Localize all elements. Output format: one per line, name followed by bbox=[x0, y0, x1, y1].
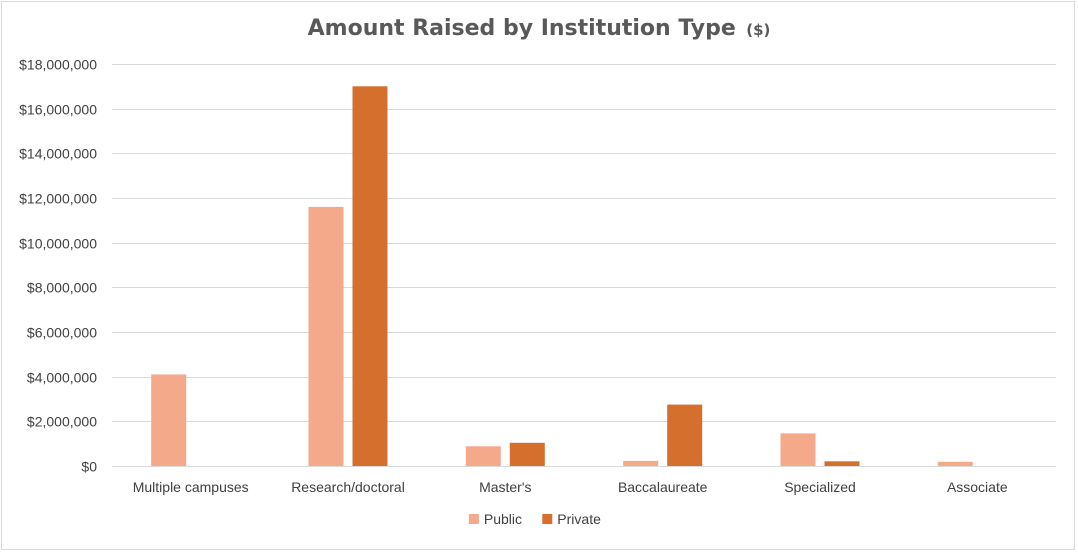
y-tick-label: $4,000,000 bbox=[27, 370, 97, 386]
y-tick-label: $10,000,000 bbox=[19, 236, 97, 252]
x-tick-label: Baccalaureate bbox=[618, 479, 708, 495]
bar-public-1 bbox=[308, 206, 344, 466]
x-tick-label: Master's bbox=[479, 479, 531, 495]
x-axis-tick-labels: Multiple campuses Research/doctoral Master… bbox=[133, 479, 1008, 495]
legend-item-public: Public bbox=[468, 511, 522, 527]
chart-title-unit: ($) bbox=[746, 21, 770, 39]
chart-title: Amount Raised by Institution Type ($) bbox=[308, 16, 771, 41]
chart-title-text: Amount Raised by Institution Type bbox=[308, 16, 736, 41]
bar-public-2 bbox=[465, 446, 501, 466]
x-tick-label: Associate bbox=[947, 479, 1008, 495]
legend-item-private: Private bbox=[542, 511, 601, 527]
bar-public-0 bbox=[151, 374, 187, 466]
bar-public-3 bbox=[623, 460, 659, 466]
gridlines bbox=[112, 64, 1056, 467]
y-tick-label: $2,000,000 bbox=[27, 414, 97, 430]
legend: Public Private bbox=[468, 511, 601, 527]
y-tick-label: $14,000,000 bbox=[19, 146, 97, 162]
y-tick-label: $18,000,000 bbox=[19, 57, 97, 73]
y-tick-label: $16,000,000 bbox=[19, 102, 97, 118]
legend-swatch bbox=[542, 514, 553, 524]
bar-public-5 bbox=[937, 461, 973, 466]
x-tick-label: Specialized bbox=[784, 479, 856, 495]
legend-swatch bbox=[468, 514, 479, 524]
y-tick-label: $12,000,000 bbox=[19, 191, 97, 207]
legend-label: Private bbox=[557, 511, 601, 527]
y-tick-label: $8,000,000 bbox=[27, 280, 97, 296]
y-tick-label: $6,000,000 bbox=[27, 325, 97, 341]
y-tick-label: $0 bbox=[81, 459, 97, 475]
x-tick-label: Multiple campuses bbox=[133, 479, 249, 495]
bar-private-4 bbox=[824, 461, 860, 466]
bars bbox=[151, 86, 973, 467]
bar-private-3 bbox=[667, 404, 703, 466]
bar-private-1 bbox=[352, 86, 388, 467]
y-axis-tick-labels: $0 $2,000,000 $4,000,000 $6,000,000 $8,000,0… bbox=[19, 57, 97, 475]
legend-label: Public bbox=[484, 511, 522, 527]
x-tick-label: Research/doctoral bbox=[291, 479, 405, 495]
bar-private-2 bbox=[509, 442, 545, 466]
bar-public-4 bbox=[780, 433, 816, 466]
